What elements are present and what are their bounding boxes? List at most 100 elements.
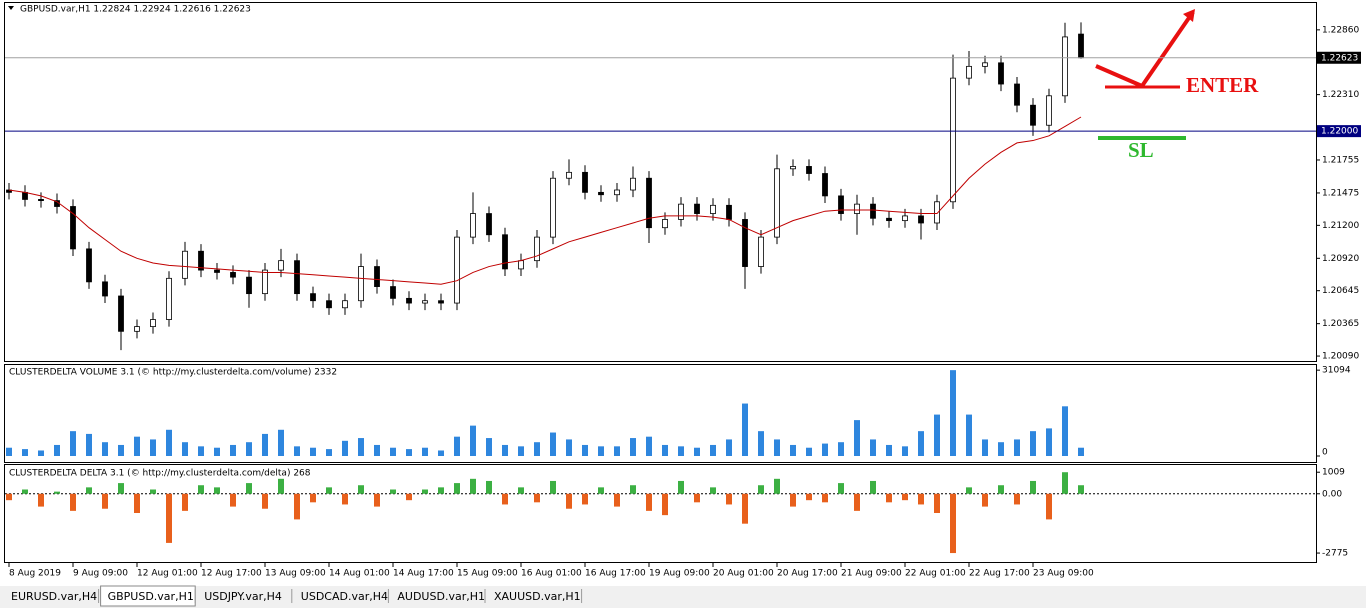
bar [502, 444, 508, 456]
bar [662, 493, 668, 516]
tab[interactable] [293, 588, 389, 605]
y-tick-label: 0.00 [1322, 489, 1342, 499]
bar [406, 449, 412, 456]
bar [214, 487, 220, 494]
y-tick-label: 1.20090 [1322, 352, 1359, 362]
bar [198, 485, 204, 494]
tab[interactable] [197, 588, 292, 605]
tab[interactable] [390, 588, 485, 605]
x-tick-label: 22 Aug 01:00 [905, 569, 966, 579]
bar [102, 493, 108, 509]
bar [390, 447, 396, 456]
candle-body [214, 269, 220, 273]
bar [902, 446, 908, 456]
candle-body [646, 177, 652, 229]
price-label-box [1317, 125, 1361, 138]
bar [278, 478, 284, 494]
bar [694, 493, 700, 503]
bar [230, 444, 236, 456]
x-tick-label: 9 Aug 09:00 [73, 569, 128, 579]
bar [774, 439, 780, 456]
candle-body [470, 213, 476, 238]
bar [854, 493, 860, 511]
bar [358, 438, 364, 456]
candle-body [262, 269, 268, 295]
y-tick-label: 1009 [1322, 468, 1345, 478]
bar [966, 487, 972, 494]
candle-body [1014, 83, 1020, 106]
bar [838, 483, 844, 494]
candle-body [790, 166, 796, 170]
bar [966, 414, 972, 456]
x-tick-label: 12 Aug 17:00 [201, 569, 262, 579]
bar [934, 414, 940, 456]
bar [918, 431, 924, 456]
bar [470, 425, 476, 456]
candle-body [246, 276, 252, 295]
candle-body [294, 260, 300, 295]
x-tick-label: 16 Aug 01:00 [521, 569, 582, 579]
candle-body [518, 260, 524, 270]
bar [86, 433, 92, 456]
x-tick-label: 21 Aug 09:00 [841, 569, 902, 579]
candle-body [854, 203, 860, 214]
bar [70, 493, 76, 511]
candle-body [806, 166, 812, 174]
candle-body [22, 191, 28, 200]
candle-body [582, 171, 588, 193]
candle-body [742, 219, 748, 267]
x-tick-label: 22 Aug 17:00 [969, 569, 1030, 579]
candle-body [198, 250, 204, 271]
x-tick-label: 15 Aug 09:00 [457, 569, 518, 579]
bar [678, 480, 684, 494]
candle-body [822, 173, 828, 197]
x-tick-label: 16 Aug 17:00 [585, 569, 646, 579]
x-tick-label: 20 Aug 01:00 [713, 569, 774, 579]
candle-body [182, 250, 188, 279]
candle-body [902, 215, 908, 222]
bar [342, 440, 348, 456]
tab[interactable] [487, 588, 582, 605]
bar [38, 493, 44, 507]
candle-body [438, 300, 444, 304]
bar [502, 493, 508, 505]
bar [342, 493, 348, 505]
y-tick-label: 1.20920 [1322, 254, 1359, 264]
bar [582, 444, 588, 456]
tab-label: XAUUSD.var,H1 [494, 590, 581, 603]
candle-body [486, 213, 492, 236]
candle-body [566, 171, 572, 179]
bar [710, 444, 716, 456]
candle-body [598, 191, 604, 196]
candle-body [150, 319, 156, 328]
candle-body [534, 236, 540, 262]
bar [246, 442, 252, 456]
y-tick-label: 1.20645 [1322, 286, 1359, 296]
bar [822, 443, 828, 456]
bar [758, 485, 764, 494]
bar [150, 439, 156, 456]
bar [646, 493, 652, 511]
candle-body [550, 177, 556, 238]
moving-average [8, 116, 1082, 285]
bar [358, 485, 364, 494]
candle-body [998, 62, 1004, 85]
bar [230, 493, 236, 507]
candle-body [886, 217, 892, 222]
bar [246, 483, 252, 494]
tab[interactable] [4, 588, 99, 605]
bar [438, 487, 444, 494]
candle-body [454, 236, 460, 304]
y-tick-label: 1.22310 [1322, 90, 1359, 100]
tab-label: AUDUSD.var,H1 [397, 590, 485, 603]
bar [742, 403, 748, 456]
y-tick-label: 31094 [1322, 366, 1351, 376]
menu-arrow[interactable] [8, 6, 14, 10]
bar [1014, 439, 1020, 456]
bar [1030, 480, 1036, 494]
bar [550, 480, 556, 494]
candle-body [966, 65, 972, 79]
bar [310, 447, 316, 456]
bar [134, 436, 140, 456]
bar [1046, 428, 1052, 456]
